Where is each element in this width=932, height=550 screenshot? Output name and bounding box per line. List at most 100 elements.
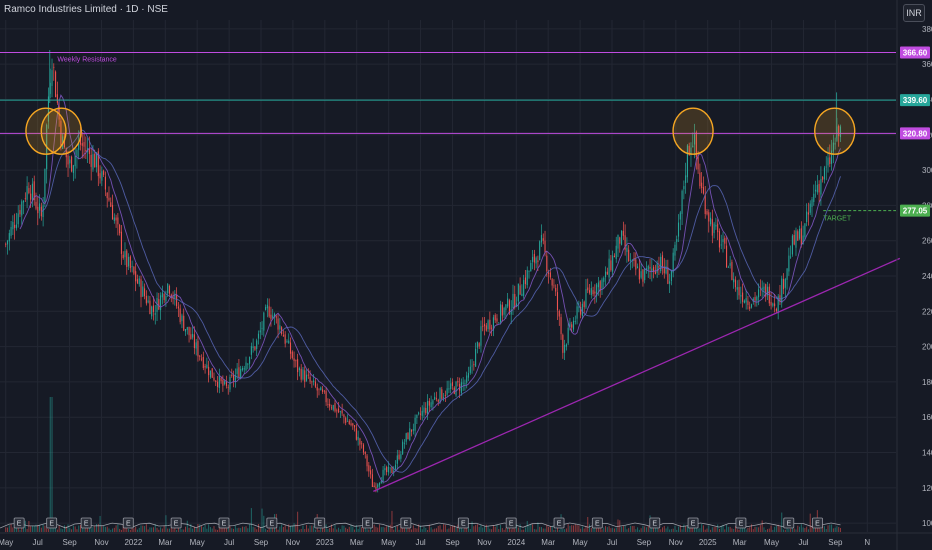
- candle-body: [419, 413, 421, 415]
- candle-body: [238, 367, 240, 378]
- candle-body: [569, 322, 571, 328]
- volume-bar: [142, 525, 144, 532]
- candle-body: [551, 279, 553, 286]
- volume-bar: [681, 529, 683, 532]
- candle-body: [669, 281, 671, 284]
- candle-body: [754, 297, 756, 301]
- highlight-circle: [814, 107, 856, 155]
- candle-body: [560, 317, 562, 335]
- volume-bar: [750, 524, 752, 532]
- candle-body: [834, 143, 836, 145]
- candle-body: [111, 205, 114, 220]
- volume-bar: [823, 526, 825, 532]
- volume-bar: [254, 527, 256, 532]
- candle-body: [218, 375, 220, 388]
- x-tick-label: May: [381, 538, 396, 547]
- candle-body: [580, 306, 582, 315]
- candle-body: [225, 382, 227, 386]
- volume-bar: [459, 525, 461, 532]
- candle-body: [621, 230, 623, 245]
- volume-bar: [624, 525, 626, 532]
- x-tick-label: Nov: [94, 538, 108, 547]
- x-tick-label: 2024: [507, 538, 525, 547]
- volume-bar: [446, 529, 448, 532]
- volume-bar: [78, 525, 80, 532]
- volume-bar: [185, 526, 187, 532]
- volume-bar: [104, 526, 106, 532]
- candle-body: [713, 223, 715, 233]
- candle-body: [706, 211, 708, 215]
- volume-bar: [480, 524, 482, 532]
- candle-body: [710, 217, 712, 225]
- currency-button[interactable]: INR: [903, 4, 925, 22]
- volume-bar: [259, 527, 261, 532]
- volume-bar: [565, 528, 567, 532]
- volume-bar: [786, 528, 788, 532]
- volume-bar: [300, 528, 302, 532]
- volume-bar: [537, 522, 539, 532]
- candle-body: [15, 224, 17, 229]
- earnings-marker: [170, 517, 182, 529]
- volume-bar: [117, 524, 119, 532]
- candle-body: [615, 245, 617, 259]
- volume-bar: [491, 529, 493, 532]
- candle-body: [720, 244, 722, 246]
- volume-bar: [56, 529, 58, 532]
- candle-body: [106, 192, 108, 199]
- candle-body: [622, 230, 624, 236]
- volume-bar: [238, 527, 240, 532]
- volume-bar: [656, 526, 658, 532]
- x-tick-label: May: [573, 538, 588, 547]
- volume-bar: [379, 524, 381, 532]
- candle-body: [446, 388, 448, 395]
- candle-body: [829, 157, 831, 164]
- candle-body: [184, 329, 187, 332]
- candle-body: [135, 271, 137, 282]
- candle-body: [31, 183, 33, 201]
- volume-bar: [651, 526, 653, 532]
- volume-bar: [183, 529, 185, 532]
- candle-body: [718, 231, 721, 248]
- candle-body: [53, 66, 55, 68]
- volume-bar: [802, 527, 804, 532]
- volume-bar: [546, 524, 548, 532]
- candle-body: [393, 470, 395, 473]
- volume-bar: [758, 527, 760, 532]
- volume-bar: [836, 526, 838, 532]
- candle-body: [410, 429, 413, 432]
- candle-body: [33, 181, 35, 201]
- earnings-marker-label: E: [317, 521, 322, 528]
- candle-body: [528, 271, 530, 272]
- candle-body: [585, 289, 587, 308]
- volume-bar: [298, 529, 300, 532]
- volume-bar: [28, 520, 30, 532]
- volume-bar: [306, 524, 308, 532]
- candle-body: [195, 342, 197, 349]
- candle-body: [642, 269, 644, 282]
- candle-body: [508, 300, 510, 314]
- candle-body: [79, 139, 82, 145]
- volume-bar: [484, 526, 486, 532]
- candle-body: [158, 299, 160, 310]
- candle-body: [688, 145, 690, 155]
- candle-body: [503, 307, 505, 315]
- x-tick-label: May: [0, 538, 13, 547]
- volume-bar: [391, 510, 393, 532]
- volume-bar: [679, 525, 681, 532]
- candle-body: [136, 279, 139, 284]
- volume-bar: [813, 528, 815, 532]
- volume-bar: [736, 529, 738, 532]
- candle-body: [478, 343, 480, 347]
- candle-body: [167, 283, 169, 294]
- volume-bar: [487, 526, 489, 532]
- volume-bar: [423, 526, 425, 532]
- candle-body: [665, 266, 667, 274]
- candle-body: [110, 202, 112, 207]
- volume-bar: [720, 525, 722, 532]
- volume-bar: [352, 526, 354, 532]
- candle-body: [588, 290, 591, 293]
- candle-body: [88, 148, 90, 154]
- candle-body: [619, 237, 621, 244]
- volume-bar: [174, 524, 176, 532]
